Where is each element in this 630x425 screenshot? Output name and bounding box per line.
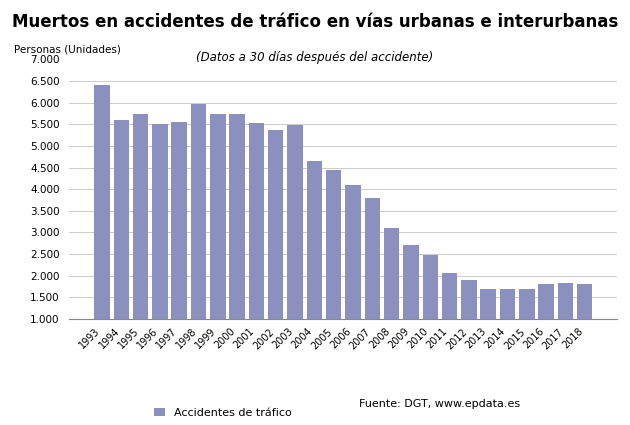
Text: Fuente: DGT, www.epdata.es: Fuente: DGT, www.epdata.es — [359, 399, 520, 409]
Bar — [442, 273, 457, 319]
Bar — [539, 284, 554, 319]
Bar — [94, 85, 110, 319]
Bar — [481, 289, 496, 319]
Text: Muertos en accidentes de tráfico en vías urbanas e interurbanas: Muertos en accidentes de tráfico en vías… — [12, 13, 618, 31]
Bar — [287, 125, 303, 319]
Bar — [326, 170, 341, 319]
Bar — [423, 255, 438, 319]
Bar — [152, 125, 168, 319]
Bar — [519, 289, 534, 319]
Bar — [171, 122, 187, 319]
Bar — [249, 123, 264, 319]
Bar — [345, 185, 361, 319]
Bar — [384, 228, 399, 319]
Text: (Datos a 30 días después del accidente): (Datos a 30 días después del accidente) — [197, 51, 433, 64]
Legend: Accidentes de tráfico: Accidentes de tráfico — [149, 403, 296, 422]
Bar — [268, 130, 284, 319]
Bar — [500, 289, 515, 319]
Bar — [577, 284, 592, 319]
Bar — [307, 161, 322, 319]
Bar — [113, 120, 129, 319]
Bar — [210, 113, 226, 319]
Bar — [191, 105, 206, 319]
Bar — [229, 113, 245, 319]
Bar — [403, 245, 419, 319]
Bar — [461, 280, 477, 319]
Bar — [133, 113, 148, 319]
Text: Personas (Unidades): Personas (Unidades) — [14, 44, 122, 54]
Bar — [365, 198, 380, 319]
Bar — [558, 283, 573, 319]
